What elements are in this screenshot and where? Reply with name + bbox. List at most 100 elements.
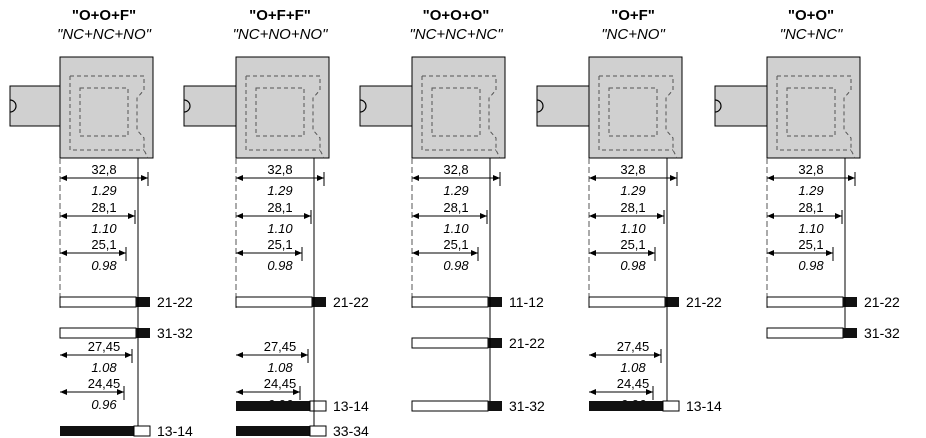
arrow-right-icon [471, 250, 478, 256]
arrow-right-icon [493, 175, 500, 181]
arrow-right-icon [293, 389, 300, 395]
contact-label: 31-32 [864, 325, 900, 341]
switch-body [766, 56, 861, 159]
dimension-mm: 32,8 [267, 162, 292, 177]
dimension-3: 25,1 0.98 [767, 237, 834, 273]
arrow-left-icon [236, 213, 243, 219]
arrow-right-icon [119, 250, 126, 256]
dimension-mm: 32,8 [620, 162, 645, 177]
arrow-right-icon [117, 389, 124, 395]
arrow-right-icon [646, 389, 653, 395]
dimension-mm: 28,1 [620, 200, 645, 215]
contact-1: 21-22 [59, 294, 193, 310]
contact-bar-nc [588, 296, 666, 308]
arrow-right-icon [141, 175, 148, 181]
dimension-4: 27,45 1.08 [60, 339, 133, 375]
dimension-2: 28,1 1.10 [767, 200, 843, 236]
dimension-inch: 1.10 [798, 221, 824, 236]
contact-label: 31-32 [509, 398, 545, 414]
arrow-left-icon [60, 213, 67, 219]
dimension-mm: 25,1 [267, 237, 292, 252]
arrow-left-icon [236, 250, 243, 256]
dimension-inch: 0.98 [91, 258, 117, 273]
dimension-mm: 24,45 [264, 376, 297, 391]
contact-bar-nc [766, 327, 844, 339]
dimension-inch: 1.29 [267, 183, 292, 198]
dimension-inch: 0.98 [443, 258, 469, 273]
plunger-hole-icon [183, 99, 191, 113]
internal-cavity [79, 87, 129, 137]
contact-label: 11-12 [509, 294, 544, 310]
dimension-1: 32,8 1.29 [60, 162, 149, 198]
contact-1: 21-22 [766, 294, 900, 310]
contact-2: 13-14 [589, 398, 722, 414]
dimension-4: 27,45 1.08 [236, 339, 309, 375]
dimension-1: 32,8 1.29 [589, 162, 678, 198]
config-subtitle: "NC+NO+NO" [233, 26, 329, 43]
config-title: "O+F" [611, 7, 655, 24]
contact-1: 11-12 [411, 294, 544, 310]
arrow-right-icon [128, 213, 135, 219]
arrow-right-icon [654, 352, 661, 358]
config-subtitle: "NC+NO" [601, 26, 665, 43]
contact-2: 21-22 [411, 335, 545, 351]
contact-block [136, 297, 150, 307]
contact-label: 21-22 [333, 294, 369, 310]
plunger-hole-icon [359, 99, 367, 113]
arrow-right-icon [301, 352, 308, 358]
contact-bar-no [236, 401, 310, 411]
dimension-mm: 25,1 [798, 237, 823, 252]
plunger-rod [359, 85, 413, 127]
internal-outline [776, 75, 856, 159]
contact-block [312, 297, 326, 307]
config-subtitle: "NC+NC+NC" [409, 26, 503, 43]
dimension-5: 24,450.96 [60, 376, 125, 412]
internal-cavity [608, 87, 658, 137]
config-title: "O+F+F" [249, 7, 311, 24]
contact-block [843, 297, 857, 307]
contact-2: 13-14 [236, 398, 369, 414]
contact-bar-nc [411, 400, 489, 412]
dimension-mm: 28,1 [91, 200, 116, 215]
config-title: "O+O" [788, 7, 834, 24]
dimension-1: 32,8 1.29 [236, 162, 325, 198]
arrow-right-icon [835, 213, 842, 219]
arrow-right-icon [317, 175, 324, 181]
switch-body [411, 56, 506, 159]
dimension-inch: 1.10 [620, 221, 646, 236]
arrow-left-icon [767, 213, 774, 219]
arrow-right-icon [670, 175, 677, 181]
arrow-left-icon [60, 389, 67, 395]
arrow-left-icon [236, 389, 243, 395]
dimension-mm: 32,8 [798, 162, 823, 177]
arrow-right-icon [295, 250, 302, 256]
dimension-4: 27,45 1.08 [589, 339, 662, 375]
dimension-mm: 27,45 [264, 339, 297, 354]
arrow-left-icon [60, 250, 67, 256]
contact-label: 13-14 [686, 398, 722, 414]
dimension-inch: 0.98 [798, 258, 824, 273]
dimension-3: 25,1 0.98 [589, 237, 656, 273]
contact-label: 21-22 [686, 294, 722, 310]
dimension-inch: 1.08 [91, 360, 117, 375]
plunger-hole-icon [536, 99, 544, 113]
contact-label: 21-22 [509, 335, 545, 351]
arrow-left-icon [767, 250, 774, 256]
plunger-rod [9, 85, 61, 127]
dimension-1: 32,8 1.29 [767, 162, 856, 198]
dimension-5: 24,450.96 [236, 376, 301, 412]
arrow-left-icon [589, 175, 596, 181]
contact-3: 33-34 [236, 423, 369, 438]
dimension-mm: 32,8 [91, 162, 116, 177]
plunger-rod [183, 85, 237, 127]
contact-bar-nc [59, 327, 137, 339]
arrow-left-icon [589, 213, 596, 219]
plunger-hole-icon [9, 99, 17, 113]
dimension-mm: 25,1 [91, 237, 116, 252]
dimension-mm: 24,45 [88, 376, 121, 391]
arrow-left-icon [60, 352, 67, 358]
contact-block [133, 425, 151, 437]
